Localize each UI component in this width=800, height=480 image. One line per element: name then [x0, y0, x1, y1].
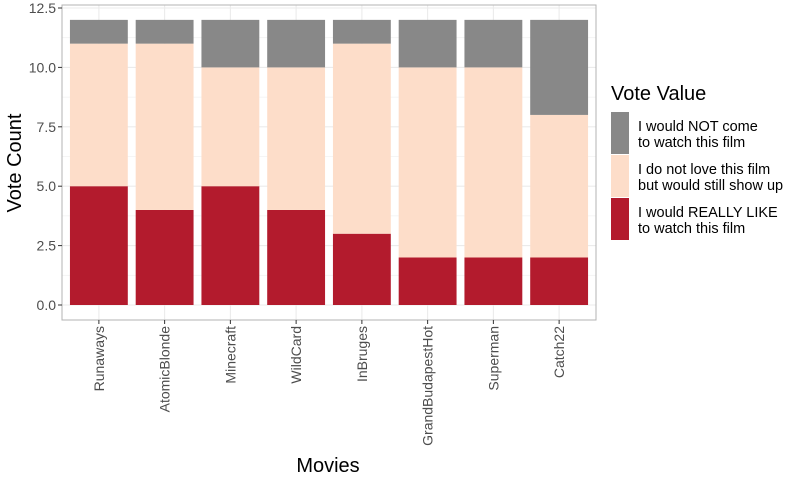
bar-segment — [530, 257, 589, 305]
x-tick-label: InBruges — [354, 326, 370, 382]
x-tick-label: WildCard — [288, 326, 304, 384]
bar-segment — [464, 19, 523, 68]
bar-segment — [530, 114, 589, 258]
legend-title: Vote Value — [611, 83, 706, 105]
bar-segment — [398, 67, 457, 258]
plot-border — [61, 4, 597, 321]
x-tick-label: Catch22 — [551, 326, 567, 378]
bar-segment — [201, 67, 260, 187]
y-tick-label: 10.0 — [29, 59, 56, 75]
legend: Vote Value I would NOT come to watch this… — [611, 83, 783, 240]
bar-segment — [201, 186, 260, 305]
legend-label: I do not love this film but would still s… — [638, 162, 783, 194]
bar-segment — [69, 186, 128, 305]
x-tick-label: GrandBudapestHot — [420, 326, 436, 446]
legend-label: I would NOT come to watch this film — [638, 119, 758, 151]
x-tick-label: Minecraft — [222, 326, 238, 384]
y-axis-title: Vote Count — [4, 113, 26, 212]
y-tick-label: 5.0 — [37, 178, 57, 194]
bar-segment — [332, 43, 391, 234]
y-tick-label: 7.5 — [37, 119, 57, 135]
x-axis: Runaways AtomicBlonde Minecraft WildCard InB… — [91, 320, 567, 446]
bar-segment — [135, 43, 194, 210]
bar-segment — [69, 43, 128, 187]
y-tick-label: 12.5 — [29, 0, 56, 16]
bar-segment — [267, 209, 326, 305]
bar-segment — [69, 19, 128, 44]
plot-panel — [61, 4, 597, 321]
x-tick-label: Runaways — [91, 326, 107, 391]
bar-segment — [267, 67, 326, 210]
x-tick-label: AtomicBlonde — [157, 326, 173, 413]
x-axis-title: Movies — [296, 455, 359, 477]
bar-segment — [530, 19, 589, 115]
legend-key — [611, 155, 629, 197]
y-axis: 0.0 2.5 5.0 7.5 10.0 12.5 — [29, 0, 62, 313]
x-tick-label: Superman — [485, 326, 501, 391]
legend-label: I would REALLY LIKE to watch this film — [638, 205, 778, 237]
bar-segment — [332, 233, 391, 305]
bar-segment — [332, 19, 391, 44]
bar-segment — [135, 19, 194, 44]
bar-segment — [201, 19, 260, 68]
y-tick-label: 0.0 — [37, 297, 57, 313]
bar-segment — [398, 257, 457, 305]
bar-segment — [398, 19, 457, 68]
bar-segment — [135, 209, 194, 305]
legend-key — [611, 198, 629, 240]
bar-segment — [464, 257, 523, 305]
bar-segment — [464, 67, 523, 258]
bar-segment — [267, 19, 326, 68]
y-tick-label: 2.5 — [37, 238, 57, 254]
legend-key — [611, 112, 629, 154]
